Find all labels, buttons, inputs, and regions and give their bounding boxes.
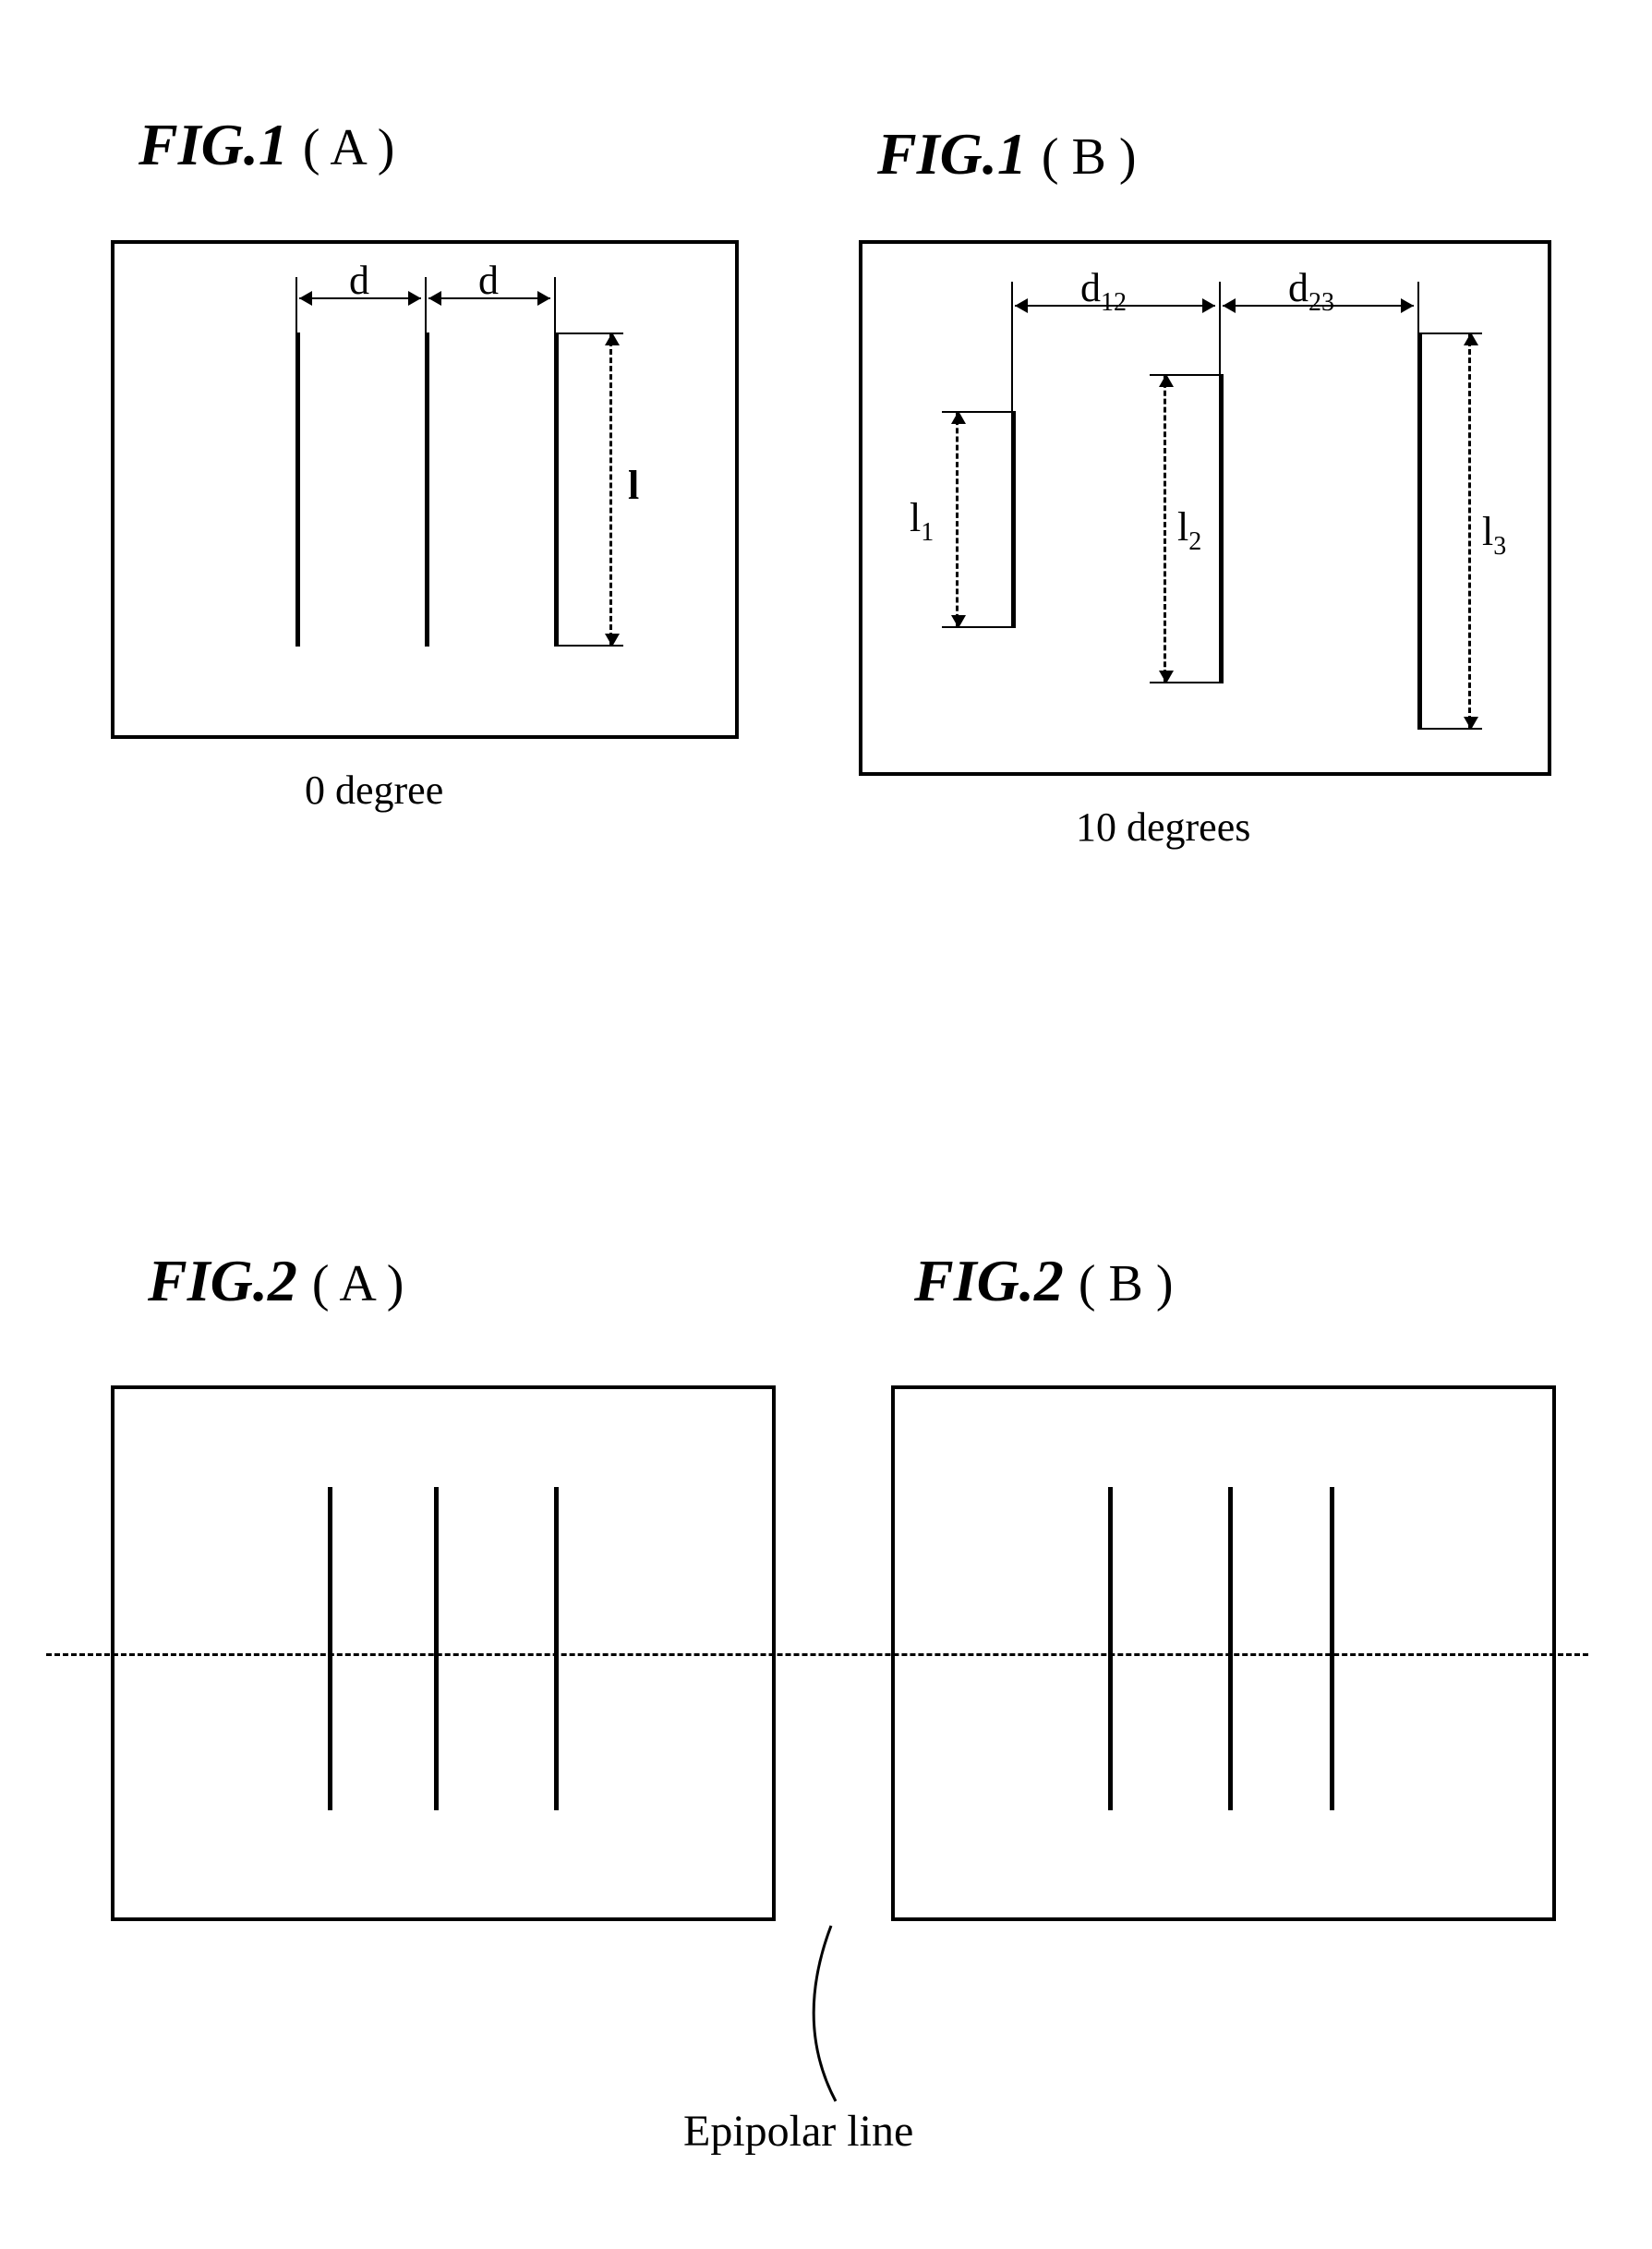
epipolar-label: Epipolar line	[683, 2106, 913, 2157]
epipolar-leader	[0, 0, 1652, 2249]
